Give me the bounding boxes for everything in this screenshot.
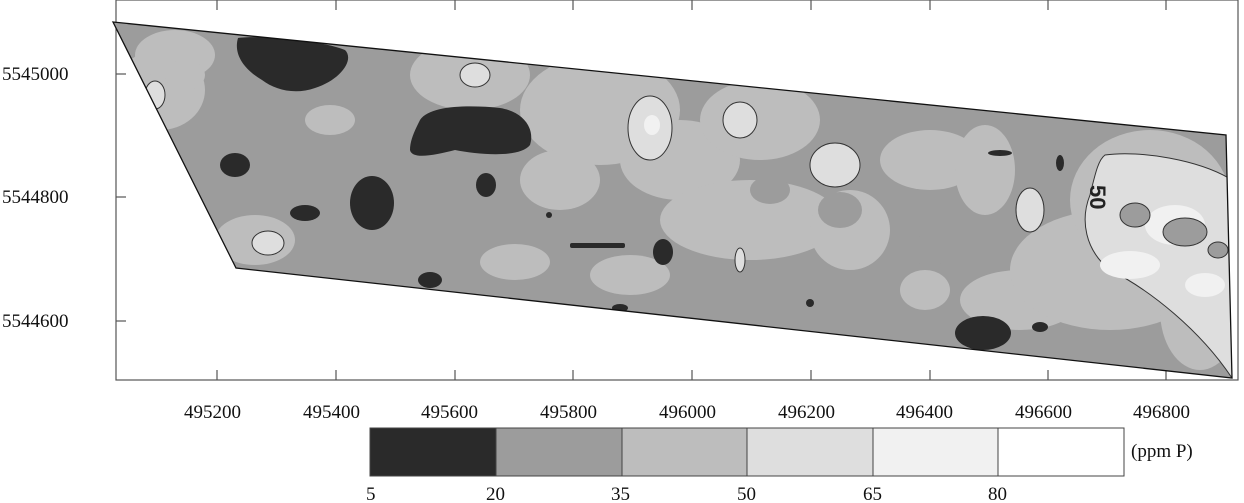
legend-break-label: 20 xyxy=(486,484,505,503)
top-ticks xyxy=(216,0,1167,10)
x-tick-label: 496400 xyxy=(896,402,953,423)
legend-swatch xyxy=(495,427,623,477)
legend-break-label: 65 xyxy=(863,484,882,503)
x-tick-label: 495400 xyxy=(303,402,360,423)
x-tick-label: 495200 xyxy=(184,402,241,423)
legend-break-label: 80 xyxy=(988,484,1007,503)
y-tick-label: 5545000 xyxy=(2,64,69,85)
legend-swatch xyxy=(997,427,1125,477)
x-tick-label: 495800 xyxy=(540,402,597,423)
contour-label: 50 xyxy=(1085,185,1110,209)
legend-break-label: 50 xyxy=(737,484,756,503)
x-tick-label: 495600 xyxy=(421,402,478,423)
y-tick-label: 5544600 xyxy=(2,311,69,332)
x-tick-label: 496200 xyxy=(778,402,835,423)
legend-swatch xyxy=(746,427,874,477)
x-tick-label: 496000 xyxy=(659,402,716,423)
left-ticks xyxy=(116,73,126,322)
field-boundary xyxy=(111,21,1233,379)
y-tick-label: 5544800 xyxy=(2,187,69,208)
legend-color-bar xyxy=(369,427,1125,477)
x-tick-label: 496800 xyxy=(1133,402,1190,423)
legend-unit-label: (ppm P) xyxy=(1131,441,1193,462)
legend-break-label: 5 xyxy=(366,484,376,503)
bottom-ticks xyxy=(216,370,1167,380)
legend-swatch xyxy=(369,427,497,477)
legend-swatch xyxy=(621,427,748,477)
x-tick-label: 496600 xyxy=(1015,402,1072,423)
legend-break-label: 35 xyxy=(611,484,630,503)
legend-swatch xyxy=(872,427,999,477)
